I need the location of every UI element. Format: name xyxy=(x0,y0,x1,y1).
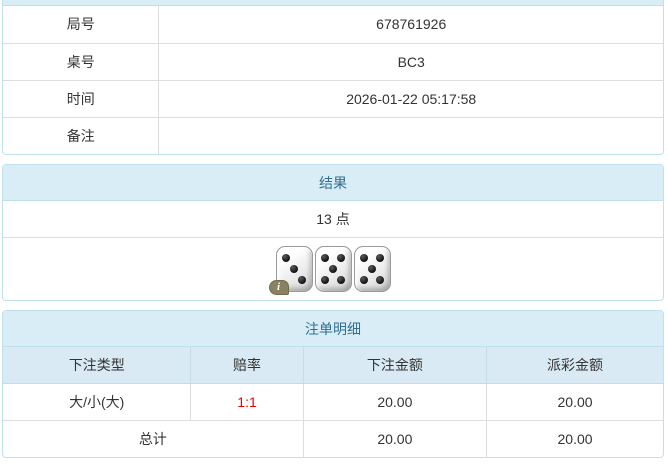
info-row-round-id: 局号 678761926 xyxy=(3,6,663,43)
table-id-label: 桌号 xyxy=(3,44,160,80)
col-header-odds: 赔率 xyxy=(190,347,302,383)
info-badge-icon[interactable]: i xyxy=(268,280,289,295)
remark-label: 备注 xyxy=(3,118,160,154)
die-pip xyxy=(337,276,346,285)
table-id-value: BC3 xyxy=(397,54,425,70)
bet-details-title: 注单明细 xyxy=(3,311,663,347)
result-panel: 结果 13 点 i xyxy=(2,164,664,301)
die-pip xyxy=(368,265,376,273)
result-points: 13 点 xyxy=(3,201,663,238)
round-id-value: 678761926 xyxy=(376,16,447,32)
info-row-time: 时间 2026-01-22 05:17:58 xyxy=(3,80,663,117)
bet-details-panel: 注单明细 下注类型 赔率 下注金额 派彩金额 大/小(大) 1:1 20.00 … xyxy=(2,310,664,458)
die-pip xyxy=(290,265,298,273)
info-row-remark: 备注 xyxy=(3,117,663,154)
die-pip xyxy=(359,276,368,285)
total-bet-amount: 20.00 xyxy=(302,421,486,457)
dice-strip: i xyxy=(268,246,392,295)
col-header-bet-type: 下注类型 xyxy=(68,357,125,373)
odds-value: 1:1 xyxy=(190,384,302,420)
die-pip xyxy=(298,276,307,285)
die-pip xyxy=(329,265,337,273)
die-pip xyxy=(320,253,329,262)
bet-table-header-row: 下注类型 赔率 下注金额 派彩金额 xyxy=(3,347,663,384)
game-info-panel-header-sliver xyxy=(3,0,663,6)
die-pip xyxy=(281,253,290,262)
die-pip xyxy=(320,276,329,285)
bet-table-row: 大/小(大) 1:1 20.00 20.00 xyxy=(3,384,663,421)
result-panel-title: 结果 xyxy=(3,165,663,201)
die-showing-3: i xyxy=(268,246,313,295)
col-header-bet-amount: 下注金额 xyxy=(302,347,486,383)
bet-type-value: 大/小(大) xyxy=(69,394,125,410)
total-label: 总计 xyxy=(138,431,167,447)
die-showing-5 xyxy=(353,246,391,292)
payout-amount-value: 20.00 xyxy=(486,384,663,420)
time-value: 2026-01-22 05:17:58 xyxy=(346,91,477,107)
time-label: 时间 xyxy=(3,81,160,117)
dice-row: i xyxy=(3,238,663,300)
die-pip xyxy=(359,253,368,262)
die-pip xyxy=(376,276,385,285)
die-pip xyxy=(337,253,346,262)
die-pip xyxy=(376,253,385,262)
remark-value xyxy=(159,118,663,154)
bet-amount-value: 20.00 xyxy=(302,384,486,420)
game-info-panel: 局号 678761926 桌号 BC3 时间 2026-01-22 05:17:… xyxy=(2,0,664,155)
round-id-label: 局号 xyxy=(3,6,160,43)
info-row-table-id: 桌号 BC3 xyxy=(3,43,663,80)
total-payout-amount: 20.00 xyxy=(486,421,663,457)
bet-table-total-row: 总计 20.00 20.00 xyxy=(3,421,663,457)
col-header-payout-amount: 派彩金额 xyxy=(486,347,663,383)
die-showing-5 xyxy=(314,246,352,292)
